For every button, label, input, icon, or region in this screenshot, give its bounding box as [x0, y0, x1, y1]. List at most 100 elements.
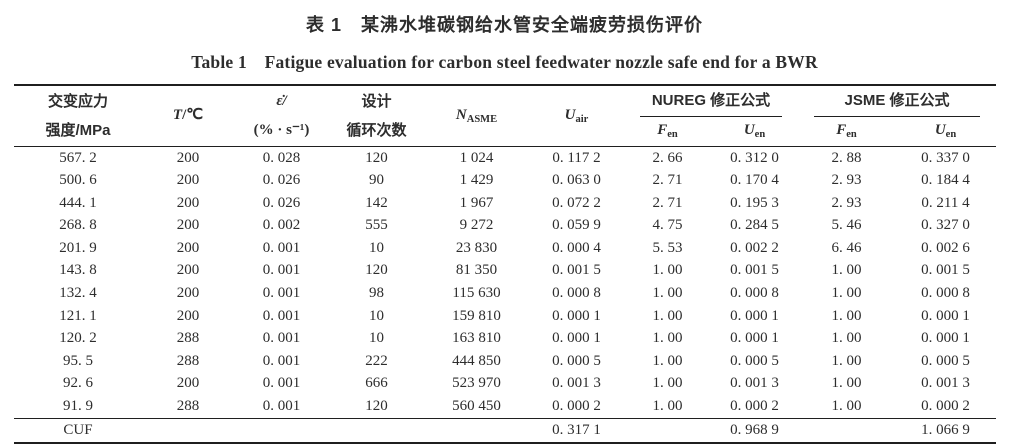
table-cell: 5. 53 — [652, 239, 683, 256]
col-header-nureg-uen: Uen — [711, 116, 798, 147]
table-cell: 0. 337 0 — [921, 149, 970, 166]
header-symbol: N — [455, 107, 467, 124]
table-cell: 120 — [365, 398, 388, 415]
table-cell: 0. 001 — [262, 398, 301, 415]
table-cell: 0. 001 — [262, 330, 301, 347]
table-cell: 0. 000 5 — [921, 352, 970, 369]
table-cell: 1. 00 — [831, 352, 862, 369]
table-cell: 1. 00 — [831, 398, 862, 415]
table-cell: 0. 002 — [262, 217, 301, 234]
table-cell: 0. 001 3 — [730, 375, 779, 392]
header-symbol: U — [934, 121, 946, 138]
table-cell: 1. 00 — [652, 352, 683, 369]
table-cell: 1. 00 — [652, 307, 683, 324]
header-symbol: U — [564, 107, 576, 124]
table-cell: 0. 000 8 — [730, 285, 779, 302]
table-cell: 10 — [369, 239, 384, 256]
table-cell: 0. 001 3 — [921, 375, 970, 392]
table-cell: 0. 312 0 — [730, 149, 779, 166]
table-cell: 23 830 — [455, 239, 498, 256]
table-cell: 0. 000 4 — [552, 239, 601, 256]
col-header-design-cycles: 设计 循环次数 — [329, 85, 424, 147]
table-cell: 1 024 — [459, 149, 494, 166]
table-cell: 1 429 — [459, 172, 494, 189]
table-cell: 132. 4 — [59, 285, 97, 302]
header-subscript: en — [846, 128, 857, 140]
table-cell: 523 970 — [452, 375, 501, 392]
table-cell: 1. 00 — [652, 330, 683, 347]
table-cell: 200 — [176, 172, 200, 189]
table-cell: 555 — [365, 217, 388, 234]
table-cell: 0. 211 4 — [921, 194, 970, 211]
table-cell: 2. 88 — [831, 149, 862, 166]
table-cell: 90 — [369, 172, 384, 189]
empty-cell — [234, 417, 329, 443]
cuf-nureg-uen: 0. 968 9 — [711, 417, 798, 443]
table-cell: 0. 117 2 — [552, 149, 601, 166]
table-row: 567. 2 200 0. 028 120 1 024 0. 117 2 2. 66 0. 3… — [14, 146, 996, 169]
col-header-n-asme: NASME — [424, 85, 529, 147]
table-cell: 0. 284 5 — [730, 217, 779, 234]
table-cell: 200 — [176, 217, 200, 234]
table-cell: 0. 001 — [262, 285, 301, 302]
table-cell: 0. 000 1 — [921, 307, 970, 324]
table-cell: 0. 000 1 — [552, 307, 601, 324]
table-cell: 1. 00 — [652, 398, 683, 415]
table-cell: 0. 000 2 — [730, 398, 779, 415]
table-cell: 0. 327 0 — [921, 217, 970, 234]
table-cell: 0. 002 6 — [921, 239, 970, 256]
table-cell: 200 — [176, 307, 200, 324]
table-cell: 2. 66 — [652, 149, 683, 166]
table-cell: 2. 93 — [831, 194, 862, 211]
table-cell: 120 — [365, 149, 388, 166]
col-header-strain-rate: ε̇/ (% · s⁻¹) — [234, 85, 329, 147]
col-header-jsme-fen: Fen — [798, 116, 895, 147]
table-cell: 98 — [369, 285, 384, 302]
table-cell: 201. 9 — [59, 239, 97, 256]
table-cell: 0. 001 5 — [552, 262, 601, 279]
table-cell: 0. 000 1 — [921, 330, 970, 347]
table-cell: 5. 46 — [831, 217, 862, 234]
header-unit: /℃ — [182, 107, 204, 124]
table-row: 132. 4 200 0. 001 98 115 630 0. 000 8 1. 00 0. … — [14, 282, 996, 305]
header-subscript: en — [945, 128, 957, 140]
table-row: 95. 5 288 0. 001 222 444 850 0. 000 5 1. 00 0. … — [14, 350, 996, 373]
table-title-chinese: 表 1 某沸水堆碳钢给水管安全端疲劳损伤评价 — [305, 15, 703, 35]
header-symbol: ε̇/ — [276, 92, 287, 109]
table-cell: 288 — [176, 398, 200, 415]
header-subscript: en — [667, 128, 678, 140]
table-cell: 159 810 — [452, 307, 501, 324]
header-subscript: ASME — [466, 114, 498, 126]
empty-cell — [624, 417, 711, 443]
table-cell: 2. 71 — [652, 172, 683, 189]
cuf-u-air: 0. 317 1 — [529, 417, 624, 443]
group-header-label: NUREG 修正公式 — [640, 86, 782, 117]
table-cell: 1. 00 — [831, 330, 862, 347]
table-cell: 81 350 — [455, 262, 498, 279]
table-cell: 268. 8 — [59, 217, 97, 234]
empty-cell — [142, 417, 234, 443]
table-cell: 0. 026 — [262, 194, 301, 211]
col-header-alternating-stress: 交变应力 强度/MPa — [14, 85, 142, 147]
empty-cell — [424, 417, 529, 443]
table-cell: 444. 1 — [59, 194, 97, 211]
table-cell: 121. 1 — [59, 307, 97, 324]
table-cell: 143. 8 — [59, 262, 97, 279]
table-cell: 222 — [365, 352, 388, 369]
table-cell: 0. 184 4 — [921, 172, 970, 189]
table-cell: 444 850 — [452, 352, 501, 369]
table-cell: 0. 195 3 — [730, 194, 779, 211]
table-cell: 0. 170 4 — [730, 172, 779, 189]
table-row: 120. 2 288 0. 001 10 163 810 0. 000 1 1. 00 0. … — [14, 327, 996, 350]
table-row: 268. 8 200 0. 002 555 9 272 0. 059 9 4. 75 0. 2… — [14, 214, 996, 237]
table-cell: 0. 001 — [262, 239, 301, 256]
table-cell: 1. 00 — [831, 375, 862, 392]
table-cell: 0. 001 — [262, 352, 301, 369]
table-cell: 10 — [369, 330, 384, 347]
cuf-jsme-uen: 1. 066 9 — [895, 417, 997, 443]
table-cell: 0. 072 2 — [552, 194, 601, 211]
empty-cell — [798, 417, 895, 443]
table-cell: 0. 063 0 — [552, 172, 601, 189]
table-cell: 0. 059 9 — [552, 217, 601, 234]
table-cell: 0. 000 2 — [921, 398, 970, 415]
